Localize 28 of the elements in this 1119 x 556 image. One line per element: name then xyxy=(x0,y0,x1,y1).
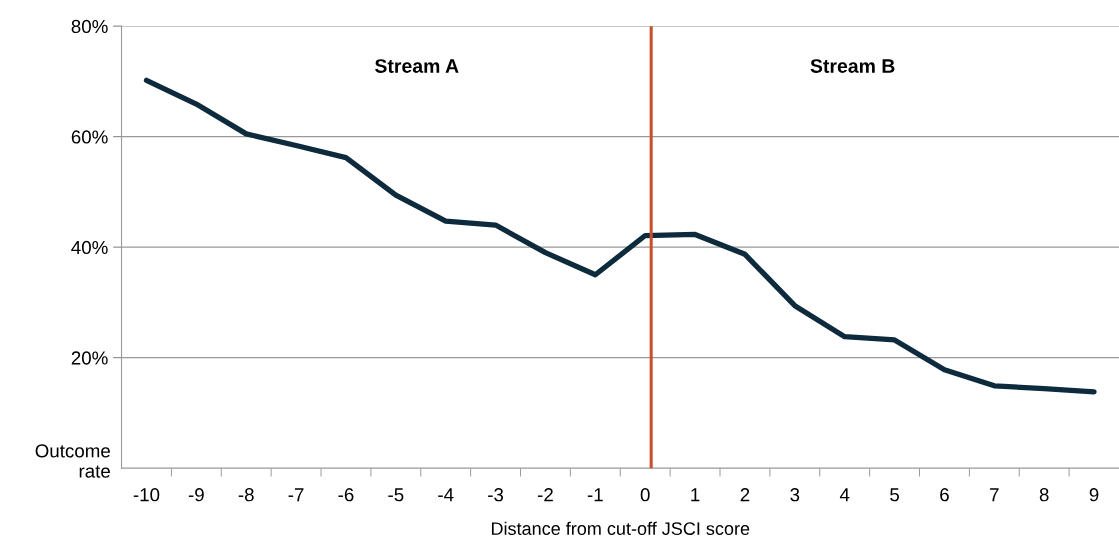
y-axis-title: Outcome rate xyxy=(35,444,110,478)
x-tick-label: 2 xyxy=(740,488,750,502)
x-tick-label: -8 xyxy=(238,488,254,502)
y-tick-label: 60% xyxy=(71,130,108,144)
x-tick-label: -4 xyxy=(438,488,454,502)
x-tick-label: -3 xyxy=(488,488,504,502)
y-tick-label: 80% xyxy=(71,19,108,34)
y-tick-label: 40% xyxy=(71,240,108,255)
x-tick-label: -6 xyxy=(338,488,354,502)
x-tick-label: 9 xyxy=(1089,488,1099,502)
x-tick-label: -1 xyxy=(587,488,603,502)
annotation: Stream A xyxy=(375,59,459,73)
x-tick-label: -9 xyxy=(188,488,204,502)
x-axis-title: Distance from cut-off JSCI score xyxy=(491,521,750,535)
x-tick-label: 6 xyxy=(940,488,949,502)
x-tick-label: 1 xyxy=(691,488,700,502)
x-tick-label: 3 xyxy=(790,488,800,502)
x-tick-label: 5 xyxy=(890,488,899,502)
x-tick-label: 4 xyxy=(839,488,850,502)
x-tick-label: 7 xyxy=(990,488,999,502)
annotation: Stream B xyxy=(810,59,895,73)
x-tick-label: 8 xyxy=(1039,488,1049,502)
x-tick-label: 0 xyxy=(640,488,650,502)
x-tick-label: -10 xyxy=(133,488,160,502)
y-tick-label: 20% xyxy=(71,351,108,365)
x-tick-label: -2 xyxy=(537,488,553,502)
x-tick-label: -5 xyxy=(388,488,404,502)
x-tick-label: -7 xyxy=(288,488,304,502)
